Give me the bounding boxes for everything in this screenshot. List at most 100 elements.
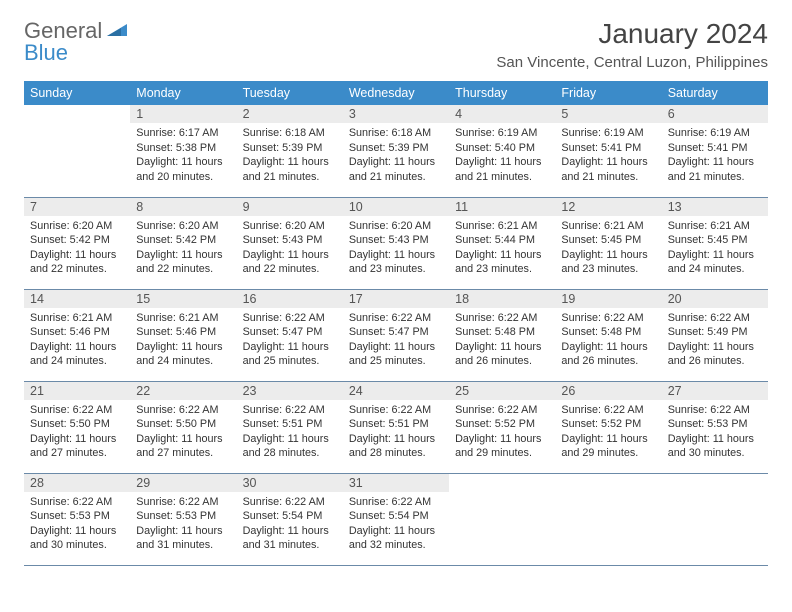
dayheader-saturday: Saturday	[662, 81, 768, 105]
sunset-text: Sunset: 5:46 PM	[30, 325, 124, 340]
sunset-text: Sunset: 5:41 PM	[668, 141, 762, 156]
calendar-day-cell: 13Sunrise: 6:21 AMSunset: 5:45 PMDayligh…	[662, 197, 768, 289]
sunrise-text: Sunrise: 6:22 AM	[561, 311, 655, 326]
calendar-day-cell	[24, 105, 130, 197]
calendar-day-cell: 15Sunrise: 6:21 AMSunset: 5:46 PMDayligh…	[130, 289, 236, 381]
sunrise-text: Sunrise: 6:22 AM	[455, 311, 549, 326]
day-number: 18	[449, 290, 555, 308]
sunset-text: Sunset: 5:51 PM	[349, 417, 443, 432]
day-content: Sunrise: 6:22 AMSunset: 5:50 PMDaylight:…	[130, 400, 236, 467]
sunset-text: Sunset: 5:48 PM	[455, 325, 549, 340]
day-number: 2	[237, 105, 343, 123]
daylight-text: Daylight: 11 hours and 30 minutes.	[30, 524, 124, 553]
calendar-day-cell: 27Sunrise: 6:22 AMSunset: 5:53 PMDayligh…	[662, 381, 768, 473]
dayheader-friday: Friday	[555, 81, 661, 105]
daylight-text: Daylight: 11 hours and 26 minutes.	[668, 340, 762, 369]
day-content: Sunrise: 6:22 AMSunset: 5:52 PMDaylight:…	[555, 400, 661, 467]
sunset-text: Sunset: 5:47 PM	[243, 325, 337, 340]
day-content: Sunrise: 6:21 AMSunset: 5:45 PMDaylight:…	[662, 216, 768, 283]
calendar-day-cell: 28 Sunrise: 6:22 AMSunset: 5:53 PMDayligh…	[24, 473, 130, 565]
sunset-text: Sunset: 5:38 PM	[136, 141, 230, 156]
calendar-week-row: 7Sunrise: 6:20 AMSunset: 5:42 PMDaylight…	[24, 197, 768, 289]
day-content: Sunrise: 6:21 AMSunset: 5:44 PMDaylight:…	[449, 216, 555, 283]
calendar-day-cell	[449, 473, 555, 565]
daylight-text: Daylight: 11 hours and 25 minutes.	[243, 340, 337, 369]
sunrise-text: Sunrise: 6:20 AM	[349, 219, 443, 234]
sunrise-text: Sunrise: 6:21 AM	[136, 311, 230, 326]
day-number: 17	[343, 290, 449, 308]
day-content: Sunrise: 6:20 AMSunset: 5:42 PMDaylight:…	[130, 216, 236, 283]
sunrise-text: Sunrise: 6:22 AM	[455, 403, 549, 418]
daylight-text: Daylight: 11 hours and 22 minutes.	[30, 248, 124, 277]
dayheader-tuesday: Tuesday	[237, 81, 343, 105]
calendar-day-cell: 17Sunrise: 6:22 AMSunset: 5:47 PMDayligh…	[343, 289, 449, 381]
day-content: Sunrise: 6:19 AMSunset: 5:41 PMDaylight:…	[662, 123, 768, 190]
day-content: Sunrise: 6:22 AMSunset: 5:49 PMDaylight:…	[662, 308, 768, 375]
day-content: Sunrise: 6:18 AMSunset: 5:39 PMDaylight:…	[237, 123, 343, 190]
daylight-text: Daylight: 11 hours and 21 minutes.	[455, 155, 549, 184]
calendar-day-cell: 26Sunrise: 6:22 AMSunset: 5:52 PMDayligh…	[555, 381, 661, 473]
sunset-text: Sunset: 5:50 PM	[136, 417, 230, 432]
sunset-text: Sunset: 5:52 PM	[561, 417, 655, 432]
day-number: 7	[24, 198, 130, 216]
sunset-text: Sunset: 5:40 PM	[455, 141, 549, 156]
sunset-text: Sunset: 5:54 PM	[349, 509, 443, 524]
daylight-text: Daylight: 11 hours and 21 minutes.	[243, 155, 337, 184]
calendar-day-cell: 30Sunrise: 6:22 AMSunset: 5:54 PMDayligh…	[237, 473, 343, 565]
sunrise-text: Sunrise: 6:19 AM	[668, 126, 762, 141]
daylight-text: Daylight: 11 hours and 26 minutes.	[455, 340, 549, 369]
day-content: Sunrise: 6:21 AMSunset: 5:45 PMDaylight:…	[555, 216, 661, 283]
day-number: 12	[555, 198, 661, 216]
day-number: 28	[24, 474, 130, 492]
day-number	[555, 474, 661, 478]
daylight-text: Daylight: 11 hours and 24 minutes.	[30, 340, 124, 369]
day-content: Sunrise: 6:19 AMSunset: 5:40 PMDaylight:…	[449, 123, 555, 190]
location-subtitle: San Vincente, Central Luzon, Philippines	[496, 54, 768, 71]
daylight-text: Daylight: 11 hours and 23 minutes.	[349, 248, 443, 277]
calendar-week-row: 1Sunrise: 6:17 AMSunset: 5:38 PMDaylight…	[24, 105, 768, 197]
page-header: General January 2024 San Vincente, Centr…	[24, 18, 768, 71]
daylight-text: Daylight: 11 hours and 26 minutes.	[561, 340, 655, 369]
calendar-day-cell: 14Sunrise: 6:21 AMSunset: 5:46 PMDayligh…	[24, 289, 130, 381]
day-content: Sunrise: 6:22 AMSunset: 5:54 PMDaylight:…	[237, 492, 343, 559]
day-number: 27	[662, 382, 768, 400]
daylight-text: Daylight: 11 hours and 21 minutes.	[668, 155, 762, 184]
sunrise-text: Sunrise: 6:21 AM	[30, 311, 124, 326]
daylight-text: Daylight: 11 hours and 28 minutes.	[243, 432, 337, 461]
daylight-text: Daylight: 11 hours and 29 minutes.	[561, 432, 655, 461]
sunrise-text: Sunrise: 6:22 AM	[349, 495, 443, 510]
sunset-text: Sunset: 5:53 PM	[668, 417, 762, 432]
daylight-text: Daylight: 11 hours and 28 minutes.	[349, 432, 443, 461]
daylight-text: Daylight: 11 hours and 23 minutes.	[455, 248, 549, 277]
day-content: Sunrise: 6:22 AMSunset: 5:52 PMDaylight:…	[449, 400, 555, 467]
day-number: 23	[237, 382, 343, 400]
day-number: 1	[130, 105, 236, 123]
sunset-text: Sunset: 5:53 PM	[30, 509, 124, 524]
day-number	[24, 105, 130, 109]
calendar-day-cell: 25Sunrise: 6:22 AMSunset: 5:52 PMDayligh…	[449, 381, 555, 473]
day-number: 15	[130, 290, 236, 308]
day-number: 5	[555, 105, 661, 123]
sunrise-text: Sunrise: 6:22 AM	[243, 403, 337, 418]
month-title: January 2024	[496, 18, 768, 50]
sunset-text: Sunset: 5:48 PM	[561, 325, 655, 340]
dayheader-sunday: Sunday	[24, 81, 130, 105]
sunset-text: Sunset: 5:41 PM	[561, 141, 655, 156]
day-content: Sunrise: 6:22 AMSunset: 5:48 PMDaylight:…	[449, 308, 555, 375]
day-content: Sunrise: 6:20 AMSunset: 5:42 PMDaylight:…	[24, 216, 130, 283]
day-content: Sunrise: 6:20 AMSunset: 5:43 PMDaylight:…	[343, 216, 449, 283]
calendar-day-cell: 10Sunrise: 6:20 AMSunset: 5:43 PMDayligh…	[343, 197, 449, 289]
sunset-text: Sunset: 5:49 PM	[668, 325, 762, 340]
sunset-text: Sunset: 5:50 PM	[30, 417, 124, 432]
sunset-text: Sunset: 5:42 PM	[136, 233, 230, 248]
day-number: 9	[237, 198, 343, 216]
sunrise-text: Sunrise: 6:22 AM	[30, 495, 124, 510]
calendar-day-cell: 7Sunrise: 6:20 AMSunset: 5:42 PMDaylight…	[24, 197, 130, 289]
day-content: Sunrise: 6:21 AMSunset: 5:46 PMDaylight:…	[24, 308, 130, 375]
dayheader-thursday: Thursday	[449, 81, 555, 105]
sunrise-text: Sunrise: 6:20 AM	[243, 219, 337, 234]
calendar-day-cell	[555, 473, 661, 565]
daylight-text: Daylight: 11 hours and 24 minutes.	[668, 248, 762, 277]
day-content: Sunrise: 6:22 AMSunset: 5:50 PMDaylight:…	[24, 400, 130, 467]
calendar-day-cell: 20Sunrise: 6:22 AMSunset: 5:49 PMDayligh…	[662, 289, 768, 381]
